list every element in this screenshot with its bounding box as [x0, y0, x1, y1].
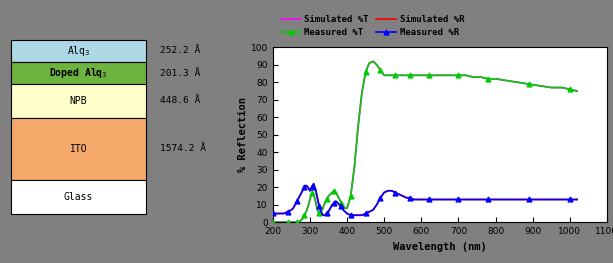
Bar [11, 118, 146, 180]
Text: 448.6 Å: 448.6 Å [160, 97, 200, 105]
Bar [11, 84, 146, 118]
Text: NPB: NPB [69, 96, 87, 106]
Text: Doped Alq$_3$: Doped Alq$_3$ [49, 66, 108, 80]
Text: Alq$_3$: Alq$_3$ [67, 44, 90, 58]
Bar [11, 39, 146, 62]
Text: ITO: ITO [69, 144, 87, 154]
Text: 201.3 Å: 201.3 Å [160, 69, 200, 78]
Bar [11, 180, 146, 214]
X-axis label: Wavelength (nm): Wavelength (nm) [393, 242, 487, 252]
Legend: Simulated %T, Measured %T, Simulated %R, Measured %R: Simulated %T, Measured %T, Simulated %R,… [277, 11, 468, 41]
Text: 1574.2 Å: 1574.2 Å [160, 144, 206, 154]
Y-axis label: % Reflection: % Reflection [238, 97, 248, 172]
Bar [11, 62, 146, 84]
Text: 252.2 Å: 252.2 Å [160, 46, 200, 55]
Text: Glass: Glass [64, 192, 93, 202]
